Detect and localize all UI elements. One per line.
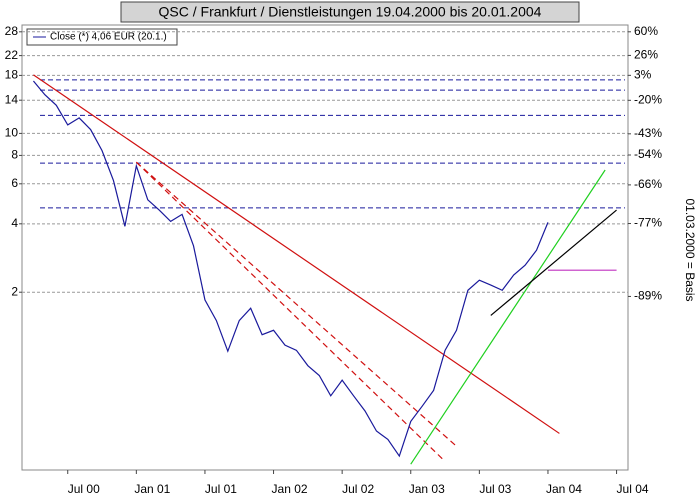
- x-tick-label: Jul 00: [68, 482, 100, 496]
- plot-layer: [22, 31, 628, 465]
- legend: [26, 28, 178, 46]
- chart-title: QSC / Frankfurt / Dienstleistungen 19.04…: [159, 4, 542, 20]
- y2-tick-label: -77%: [634, 216, 662, 230]
- y2-tick-label: -54%: [634, 147, 662, 161]
- y2-tick-label: -89%: [634, 289, 662, 303]
- trend-line: [33, 74, 560, 434]
- x-tick-label: Jan 01: [134, 482, 170, 496]
- y-tick-label: 4: [11, 216, 18, 230]
- y-tick-label: 2: [11, 284, 18, 298]
- trend-line: [410, 169, 606, 465]
- trend-line: [135, 161, 446, 462]
- trend-line: [135, 161, 457, 447]
- x-tick-label: Jan 03: [409, 482, 445, 496]
- x-tick-label: Jul 01: [205, 482, 237, 496]
- y2-tick-label: 26%: [634, 48, 658, 62]
- y2-tick-label: 60%: [634, 24, 658, 38]
- x-tick-label: Jul 02: [342, 482, 374, 496]
- title-box: [120, 1, 580, 23]
- y2-tick-label: -66%: [634, 177, 662, 191]
- y-tick-label: 8: [11, 148, 18, 162]
- plot-area: [21, 24, 629, 471]
- x-tick-label: Jan 04: [546, 482, 582, 496]
- x-tick-label: Jul 04: [617, 482, 649, 496]
- y-tick-label: 10: [5, 126, 19, 140]
- x-tick-label: Jan 02: [272, 482, 308, 496]
- price-line: [32, 80, 549, 458]
- y-tick-label: 22: [5, 48, 19, 62]
- trend-line: [490, 209, 617, 316]
- y2-tick-label: -43%: [634, 126, 662, 140]
- y-tick-label: 6: [11, 176, 18, 190]
- y2-axis-label: 01.03.2000 = Basis: [683, 198, 697, 301]
- x-tick-label: Jul 03: [479, 482, 511, 496]
- y2-tick-label: -20%: [634, 92, 662, 106]
- y2-tick-label: 3%: [634, 68, 652, 82]
- y-tick-label: 28: [5, 24, 19, 38]
- y-tick-label: 18: [5, 68, 19, 82]
- legend-label: Close (*) 4,06 EUR (20.1.): [50, 32, 167, 43]
- y-tick-label: 14: [5, 92, 19, 106]
